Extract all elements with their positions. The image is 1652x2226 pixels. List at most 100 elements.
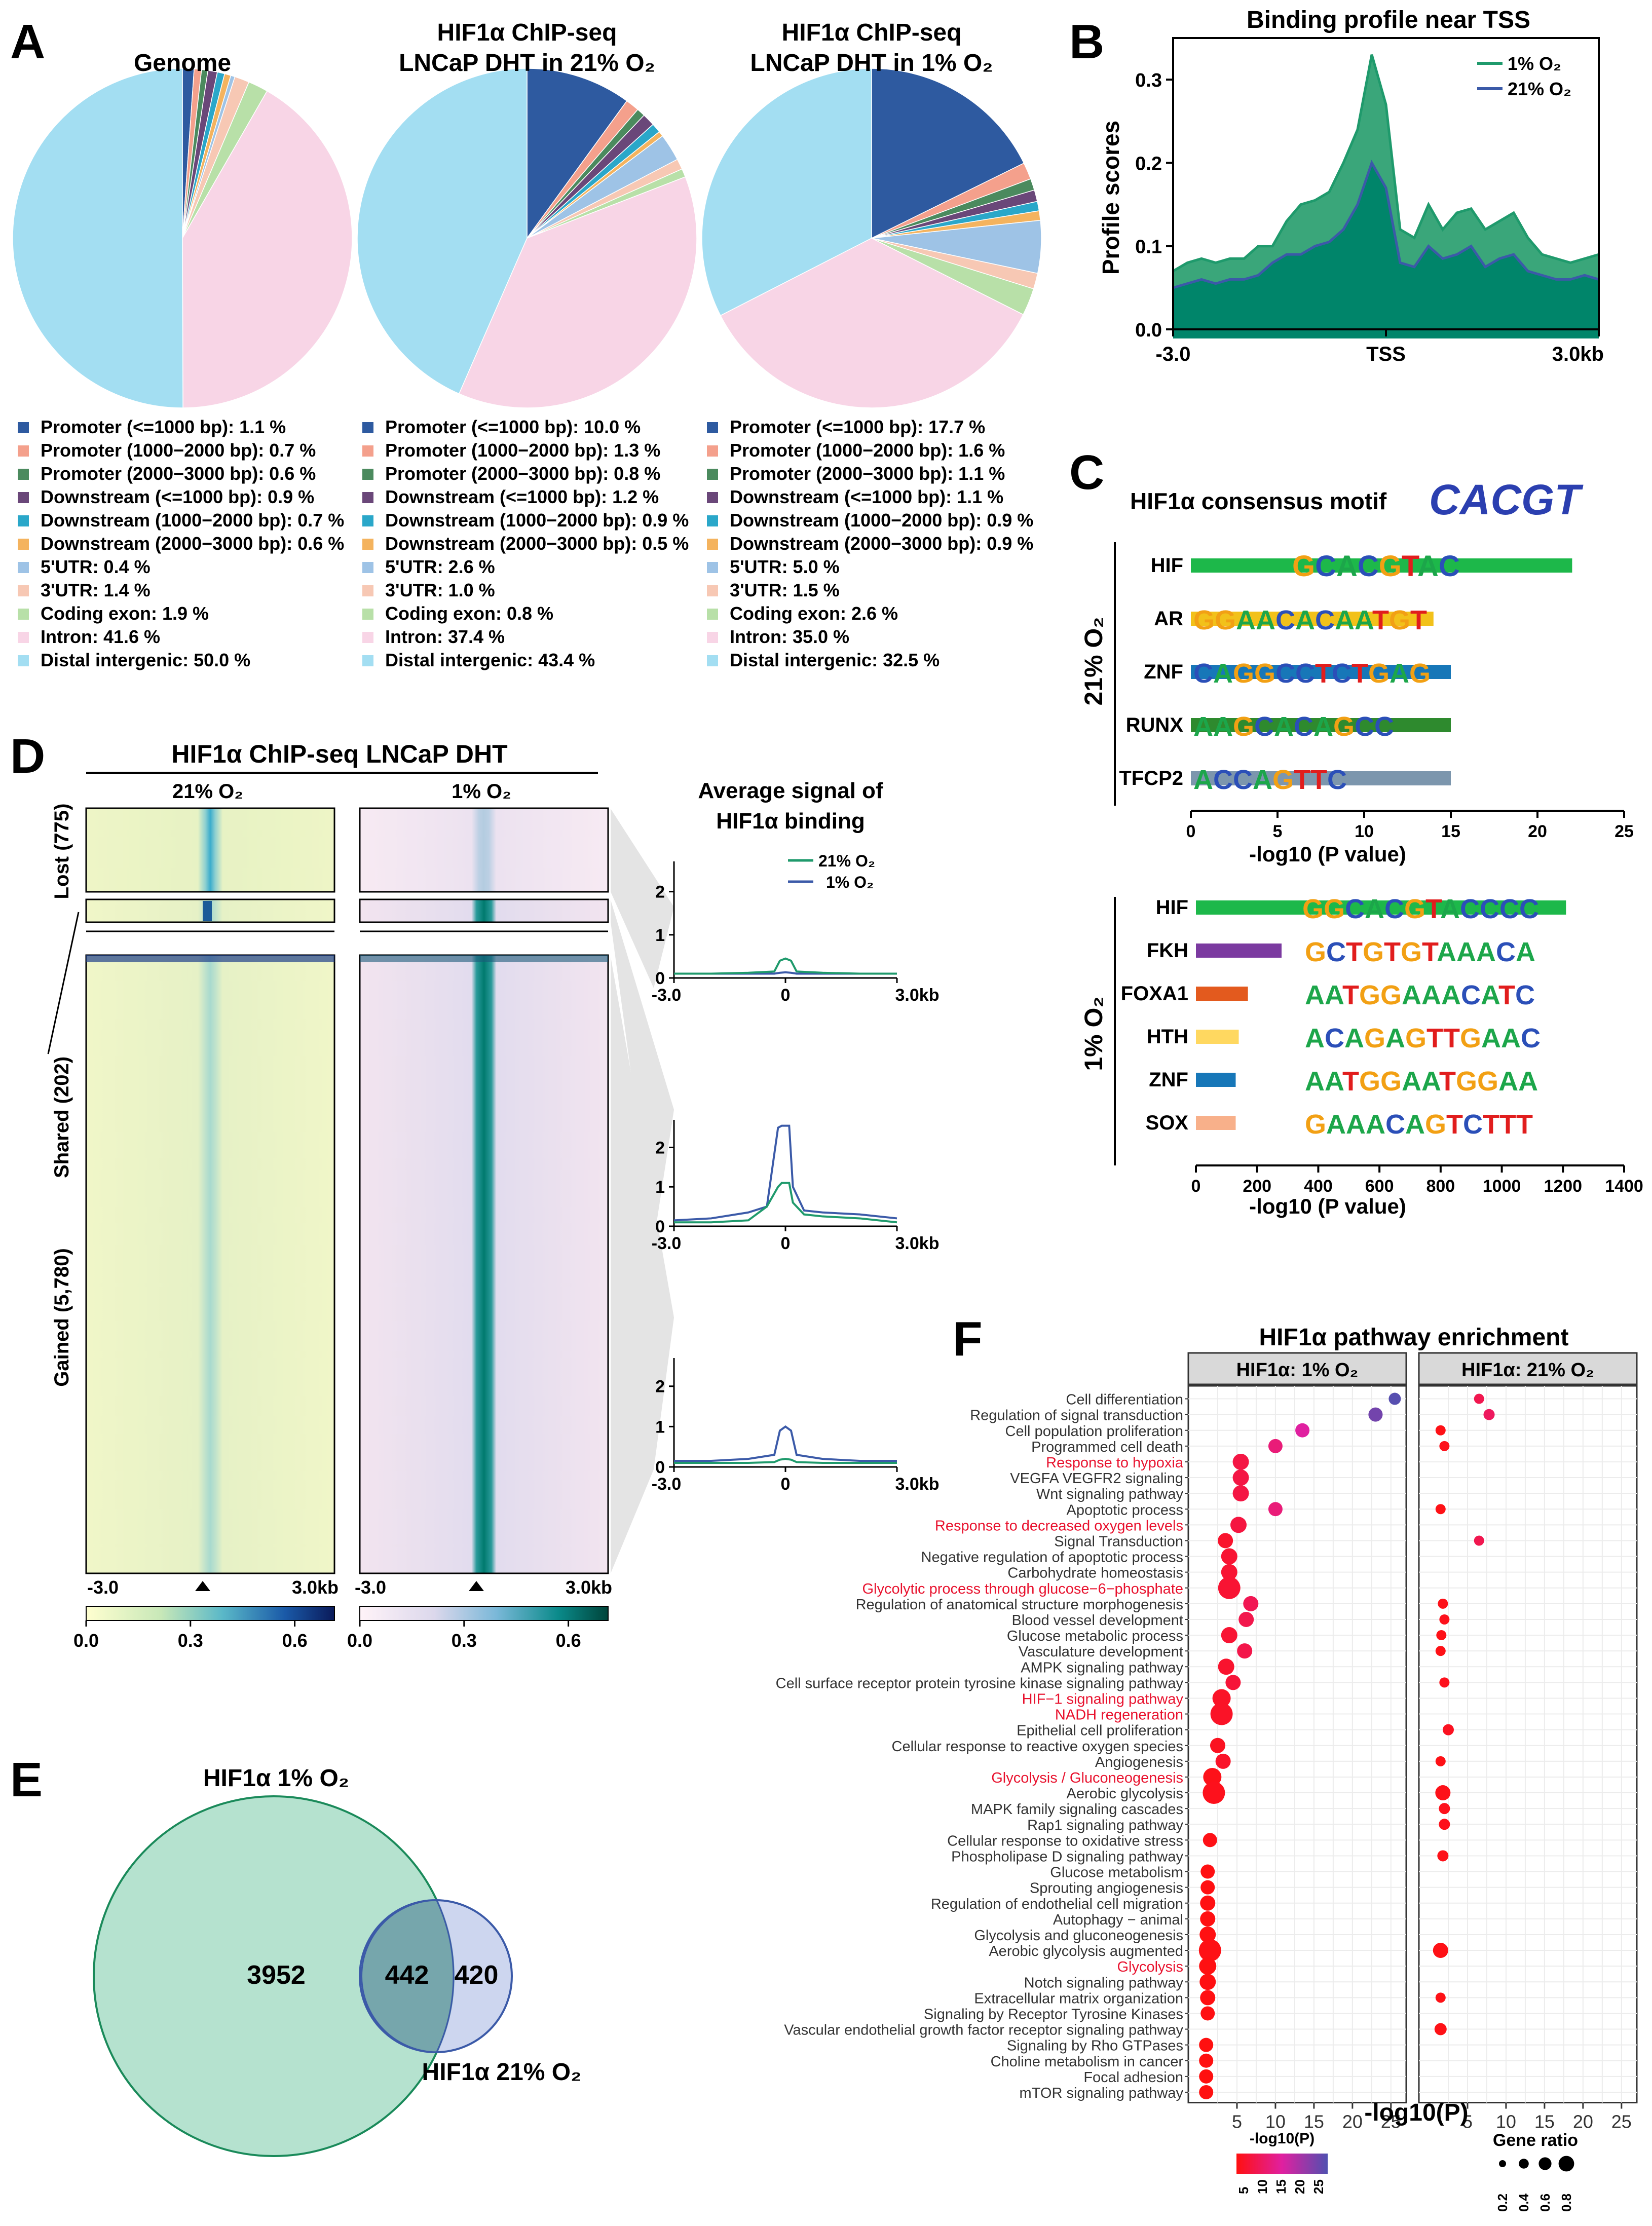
motif-title: HIF1α consensus motif [1130,488,1387,514]
avg-line-1 [673,1124,897,1222]
pathway-term: Response to hypoxia [1046,1455,1184,1471]
enrich-xlabel: -log10(P) [1364,2099,1468,2126]
legend-swatch [18,632,29,643]
pie-slice [871,68,1025,239]
avg-ytick-label: 2 [655,883,665,902]
enrich-xtick-label: 5 [1462,2111,1473,2132]
legend-swatch [18,562,29,573]
motif-logo: AATGGAATGGAA [1305,1066,1538,1097]
enrich-dot [1203,1767,1222,1786]
legend-swatch [18,445,29,457]
enrich-dot [1439,1803,1450,1815]
motif-group-21pct: 21% O₂ [1079,617,1108,705]
avg-signal-panel-gained: 012-3.0 0 3.0kb [652,1358,940,1494]
legend-entry: Promoter (2000−3000 bp): 0.6 % [41,463,316,484]
enrich-dot [1433,1943,1448,1958]
legend-entry: 5'UTR: 2.6 % [385,556,495,577]
pathway-term: AMPK signaling pathway [1021,1659,1183,1676]
pathway-term: Glycolysis and gluconeogenesis [974,1928,1183,1944]
pie-hif1a-21pct [357,68,697,408]
pathway-term: Vasculature development [1019,1644,1183,1660]
panel-letter-d: D [10,729,45,783]
pie-legend-21pct: Promoter (<=1000 bp): 10.0 % Promoter (10… [362,417,689,670]
avg-ytick-label: 1 [655,1178,665,1197]
enrich-title: HIF1α pathway enrichment [1259,1324,1569,1351]
avg-xtick-label: 3.0kb [895,1475,940,1494]
motif-xtick-label: 600 [1365,1177,1394,1196]
motif-xtick-label: 400 [1304,1177,1333,1196]
motif-logo: GCACGTAC [1292,550,1460,583]
avg-ytick-label: 1 [655,926,665,945]
legend-swatch [362,492,373,503]
profile-line-0 [1172,54,1599,273]
enrich-dot [1200,1864,1215,1879]
heatmap-1-shared [359,898,609,923]
profile-areas [1172,54,1599,339]
avg-ytick-label: 0 [655,969,665,988]
enrich-dot [1439,1819,1450,1830]
legend-entry: Distal intergenic: 50.0 % [41,650,250,670]
panel-f-pathway-enrichment: HIF1α pathway enrichment HIF1α: 1% O₂ 5 10… [776,1324,1638,2212]
profile-ytick-label: 0.1 [1135,237,1162,258]
motif-logo: AATGGAAACATC [1305,980,1535,1010]
motif-xtick-label: 0 [1186,822,1196,841]
pathway-term: Cell differentiation [1066,1392,1183,1408]
legend-swatch [18,492,29,503]
heatmap-1-xtick-right: 3.0kb [566,1577,612,1598]
profile-legend: 1% O₂ 21% O₂ [1477,53,1571,99]
legend-entry: 3'UTR: 1.4 % [41,580,151,600]
enrich-dot [1198,1939,1221,1962]
colorbar-tick-label: 0.0 [347,1630,372,1651]
panel-letter-c: C [1069,445,1104,500]
motif-label: HIF [1156,896,1188,919]
legend-swatch [707,445,718,457]
colorbar-tick-label: 0.3 [452,1630,477,1651]
venn-intersection [360,1899,455,2053]
heatmap-group-gained: Gained (5,780) [51,1248,73,1386]
heatmap-1-gained [359,954,609,1574]
avg-line-1 [674,1425,897,1462]
motif-label: AR [1154,608,1183,630]
motif-label: FOXA1 [1121,983,1188,1005]
legend-entry: Promoter (<=1000 bp): 10.0 % [385,417,641,437]
legend-swatch [362,609,373,620]
motif-label: HIF [1151,554,1183,577]
panel-d-heatmaps: HIF1α ChIP-seq LNCaP DHT 21% O₂ 1% O₂ Lo… [47,740,940,1651]
avg-ytick-label: 2 [655,1138,665,1157]
motif-logo: GAAACAGTCTTT [1305,1109,1533,1140]
pie-legend-1pct: Promoter (<=1000 bp): 17.7 % Promoter (10… [707,417,1033,670]
pathway-term: Aerobic glycolysis [1067,1786,1183,1802]
colorbar-tick-label: 0.6 [282,1630,308,1651]
legend-swatch [707,655,718,666]
profile-ytick-label: 0.2 [1135,153,1162,174]
profile-xtick-label: 3.0kb [1552,343,1604,365]
avg-ytick-label: 2 [655,1377,665,1397]
motif-group-1pct: 1% O₂ [1079,996,1108,1071]
venn-label-21pct: HIF1α 21% O₂ [422,2059,582,2086]
avg-signal-title-line2: HIF1α binding [716,809,865,834]
legend-swatch [362,539,373,550]
pathway-term: Response to decreased oxygen levels [935,1518,1183,1534]
avg-signal-title-line1: Average signal of [698,778,883,803]
legend-swatch [18,539,29,550]
heatmap-col-21pct: 21% O₂ [172,780,243,803]
motif-xtick-label: 1200 [1544,1177,1582,1196]
heatmap-21-xtick-left: -3.0 [87,1577,119,1598]
pathway-term: Carbohydrate homeostasis [1007,1565,1183,1581]
pathway-term: Angiogenesis [1095,1754,1183,1770]
pie-title-1pct-line2: LNCaP DHT in 1% O₂ [750,50,993,77]
motif-xlabel-21pct: -log10 (P value) [1249,842,1406,866]
pie-title-21pct-line1: HIF1α ChIP-seq [437,19,617,46]
enrich-dot [1200,2006,1215,2021]
colorbar-21pct [86,1606,335,1621]
pathway-term: Signal Transduction [1054,1533,1183,1550]
enrich-dot [1295,1423,1310,1438]
profile-ytick-label: 0.0 [1135,320,1162,341]
pathway-term: Aerobic glycolysis augmented [989,1943,1183,1959]
enrich-dot [1435,1504,1446,1515]
enrich-dot [1199,2053,1214,2068]
profile-xtick-label: -3.0 [1156,343,1191,365]
pathway-term: Cell population proliferation [1005,1423,1183,1440]
motif-bars-21pct: HIF GCACGTAC AR GGAACACAATGT ZNF CAGGCCTCTGAG… [1119,550,1634,841]
